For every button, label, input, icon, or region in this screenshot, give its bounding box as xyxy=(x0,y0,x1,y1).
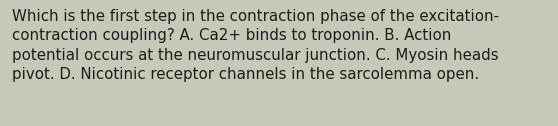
Text: Which is the first step in the contraction phase of the excitation-
contraction : Which is the first step in the contracti… xyxy=(12,9,499,83)
